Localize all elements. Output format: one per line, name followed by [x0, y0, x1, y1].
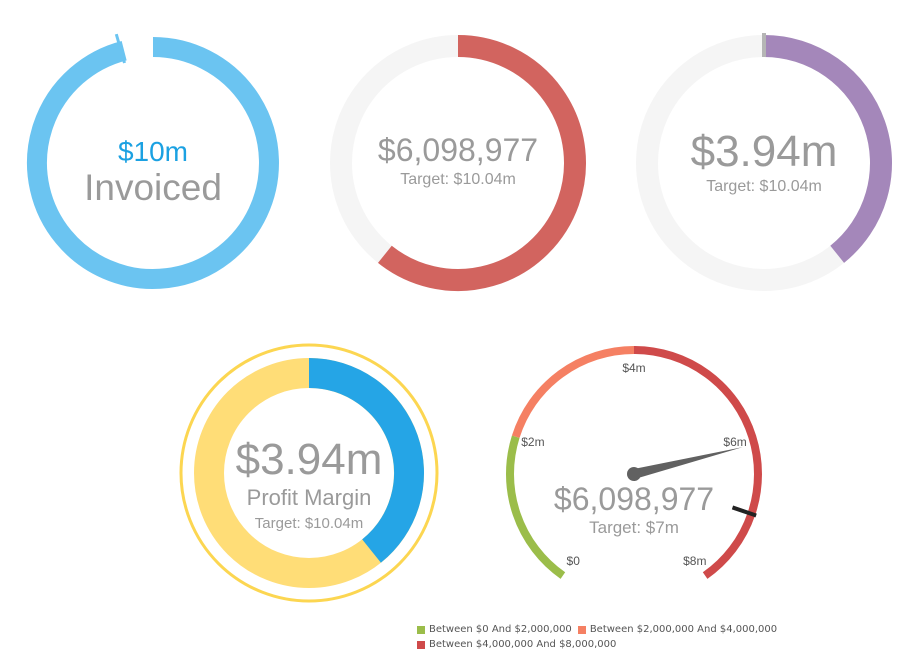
profit-value: $3.94m	[691, 127, 838, 176]
profit-margin-target: Target: $10.04m	[255, 515, 363, 532]
profit-target: Target: $10.04m	[706, 178, 822, 195]
invoiced-arc	[26, 37, 279, 289]
legend-swatch-1	[577, 625, 586, 634]
legend-item-1: Between $2,000,000 And $4,000,000	[577, 624, 778, 635]
revenue-value: $6,098,977	[378, 132, 538, 168]
revenue-target: Target: $10.04m	[400, 171, 516, 188]
legend-label-1: Between $2,000,000 And $4,000,000	[589, 624, 778, 635]
dial-value: $6,098,977	[554, 481, 714, 517]
dial-tick-label-2: $4m	[622, 361, 645, 375]
dial-legend: Between $0 And $2,000,000 Between $2,000,…	[417, 624, 897, 650]
dial-needle	[632, 447, 743, 479]
revenue-arc	[378, 35, 586, 291]
dial-tick-label-3: $6m	[723, 435, 746, 449]
legend-item-0: Between $0 And $2,000,000	[417, 624, 572, 635]
dial-needle-hub	[627, 467, 641, 481]
dial-target: Target: $7m	[589, 518, 679, 537]
dial-tick-label-1: $2m	[521, 435, 544, 449]
dial-target-marker	[731, 505, 757, 518]
invoiced-value: $10m	[118, 136, 188, 167]
legend-label-0: Between $0 And $2,000,000	[429, 624, 572, 635]
gauge-profit: $3.94m Target: $10.04m	[636, 33, 892, 291]
dial-tick-label-4: $8m	[683, 554, 706, 568]
legend-item-2: Between $4,000,000 And $8,000,000	[417, 639, 616, 650]
profit-margin-value-slice	[308, 358, 424, 563]
gauge-revenue: $6,098,977 Target: $10.04m	[330, 35, 586, 291]
invoiced-label: Invoiced	[84, 167, 222, 208]
profit-arc	[763, 35, 892, 263]
profit-margin-label: Profit Margin	[247, 485, 372, 510]
dial-band-1	[511, 346, 635, 438]
invoiced-marker	[114, 33, 126, 64]
legend-label-2: Between $4,000,000 And $8,000,000	[429, 639, 617, 650]
legend-swatch-2	[417, 640, 425, 649]
profit-margin-value: $3.94m	[236, 435, 383, 484]
dial-band-2	[633, 346, 762, 579]
dial-band-0	[506, 435, 566, 579]
profit-margin-outer-ring	[179, 343, 439, 603]
legend-swatch-0	[417, 625, 425, 634]
dial-tick-label-0: $0	[567, 554, 581, 568]
